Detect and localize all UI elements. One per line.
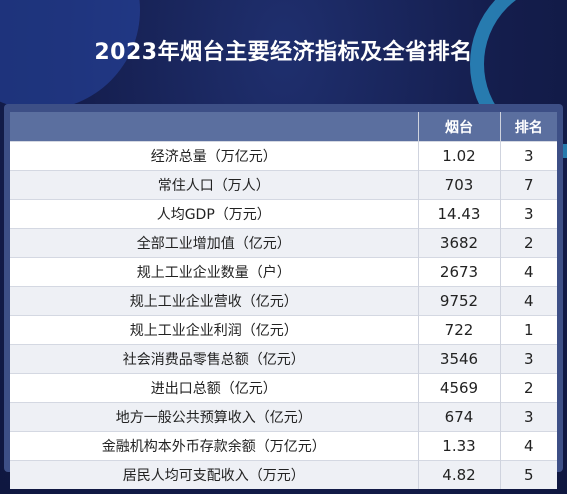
cell: 3682 bbox=[417, 228, 500, 258]
cell: 5 bbox=[499, 460, 557, 489]
table-row: 常住人口（万人） 703 7 bbox=[10, 170, 557, 200]
row-label: 居民人均可支配收入（万元） bbox=[10, 460, 418, 489]
cell: 9752 bbox=[417, 286, 500, 316]
row-label: 人均GDP（万元） bbox=[10, 199, 418, 229]
title: 2023年烟台主要经济指标及全省排名 bbox=[94, 40, 473, 65]
cell: 2 bbox=[499, 373, 557, 403]
row-label: 经济总量（万亿元） bbox=[10, 141, 418, 171]
row-label: 全部工业增加值（亿元） bbox=[10, 228, 418, 258]
table-row: 规上工业企业营收（亿元） 9752 4 bbox=[10, 286, 557, 316]
cell: 3 bbox=[499, 344, 557, 374]
cell: 1.33 bbox=[417, 431, 500, 461]
cell: 4 bbox=[499, 257, 557, 287]
cell: 703 bbox=[417, 170, 500, 200]
table-row: 经济总量（万亿元） 1.02 3 bbox=[10, 141, 557, 171]
cell: 2 bbox=[499, 228, 557, 258]
table-row: 人均GDP（万元） 14.43 3 bbox=[10, 199, 557, 229]
cell: 4.82 bbox=[417, 460, 500, 489]
table-row: 社会消费品零售总额（亿元） 3546 3 bbox=[10, 344, 557, 374]
row-label: 地方一般公共预算收入（亿元） bbox=[10, 402, 418, 432]
cell: 3546 bbox=[417, 344, 500, 374]
cell: 2673 bbox=[417, 257, 500, 287]
cell: 674 bbox=[417, 402, 500, 432]
table: 烟台 排名 经济总量（万亿元） 1.02 3 常住人口（万人） 703 7 人均GDP（万元）… bbox=[10, 112, 557, 489]
cell: 1.02 bbox=[417, 141, 500, 171]
table-row: 进出口总额（亿元） 4569 2 bbox=[10, 373, 557, 403]
row-label: 规上工业企业营收（亿元） bbox=[10, 286, 418, 316]
cell: 722 bbox=[417, 315, 500, 345]
header-cell: 排名 bbox=[499, 112, 557, 142]
cell: 4 bbox=[499, 431, 557, 461]
cell: 3 bbox=[499, 402, 557, 432]
cell: 14.43 bbox=[417, 199, 500, 229]
table-row: 规上工业企业利润（亿元） 722 1 bbox=[10, 315, 557, 345]
row-label: 进出口总额（亿元） bbox=[10, 373, 418, 403]
row-label: 金融机构本外币存款余额（万亿元） bbox=[10, 431, 418, 461]
row-label: 规上工业企业数量（户） bbox=[10, 257, 418, 287]
table-row: 金融机构本外币存款余额（万亿元） 1.33 4 bbox=[10, 431, 557, 461]
table-row: 全部工业增加值（亿元） 3682 2 bbox=[10, 228, 557, 258]
cell: 7 bbox=[499, 170, 557, 200]
header-cell bbox=[10, 112, 418, 142]
table-row: 地方一般公共预算收入（亿元） 674 3 bbox=[10, 402, 557, 432]
header-row: 烟台 排名 bbox=[10, 112, 557, 142]
cell: 4 bbox=[499, 286, 557, 316]
cell: 4569 bbox=[417, 373, 500, 403]
cell: 1 bbox=[499, 315, 557, 345]
row-label: 社会消费品零售总额（亿元） bbox=[10, 344, 418, 374]
table-row: 居民人均可支配收入（万元） 4.82 5 bbox=[10, 460, 557, 489]
table-row: 规上工业企业数量（户） 2673 4 bbox=[10, 257, 557, 287]
cell: 3 bbox=[499, 141, 557, 171]
cell: 3 bbox=[499, 199, 557, 229]
header-cell: 烟台 bbox=[417, 112, 500, 142]
row-label: 规上工业企业利润（亿元） bbox=[10, 315, 418, 345]
row-label: 常住人口（万人） bbox=[10, 170, 418, 200]
